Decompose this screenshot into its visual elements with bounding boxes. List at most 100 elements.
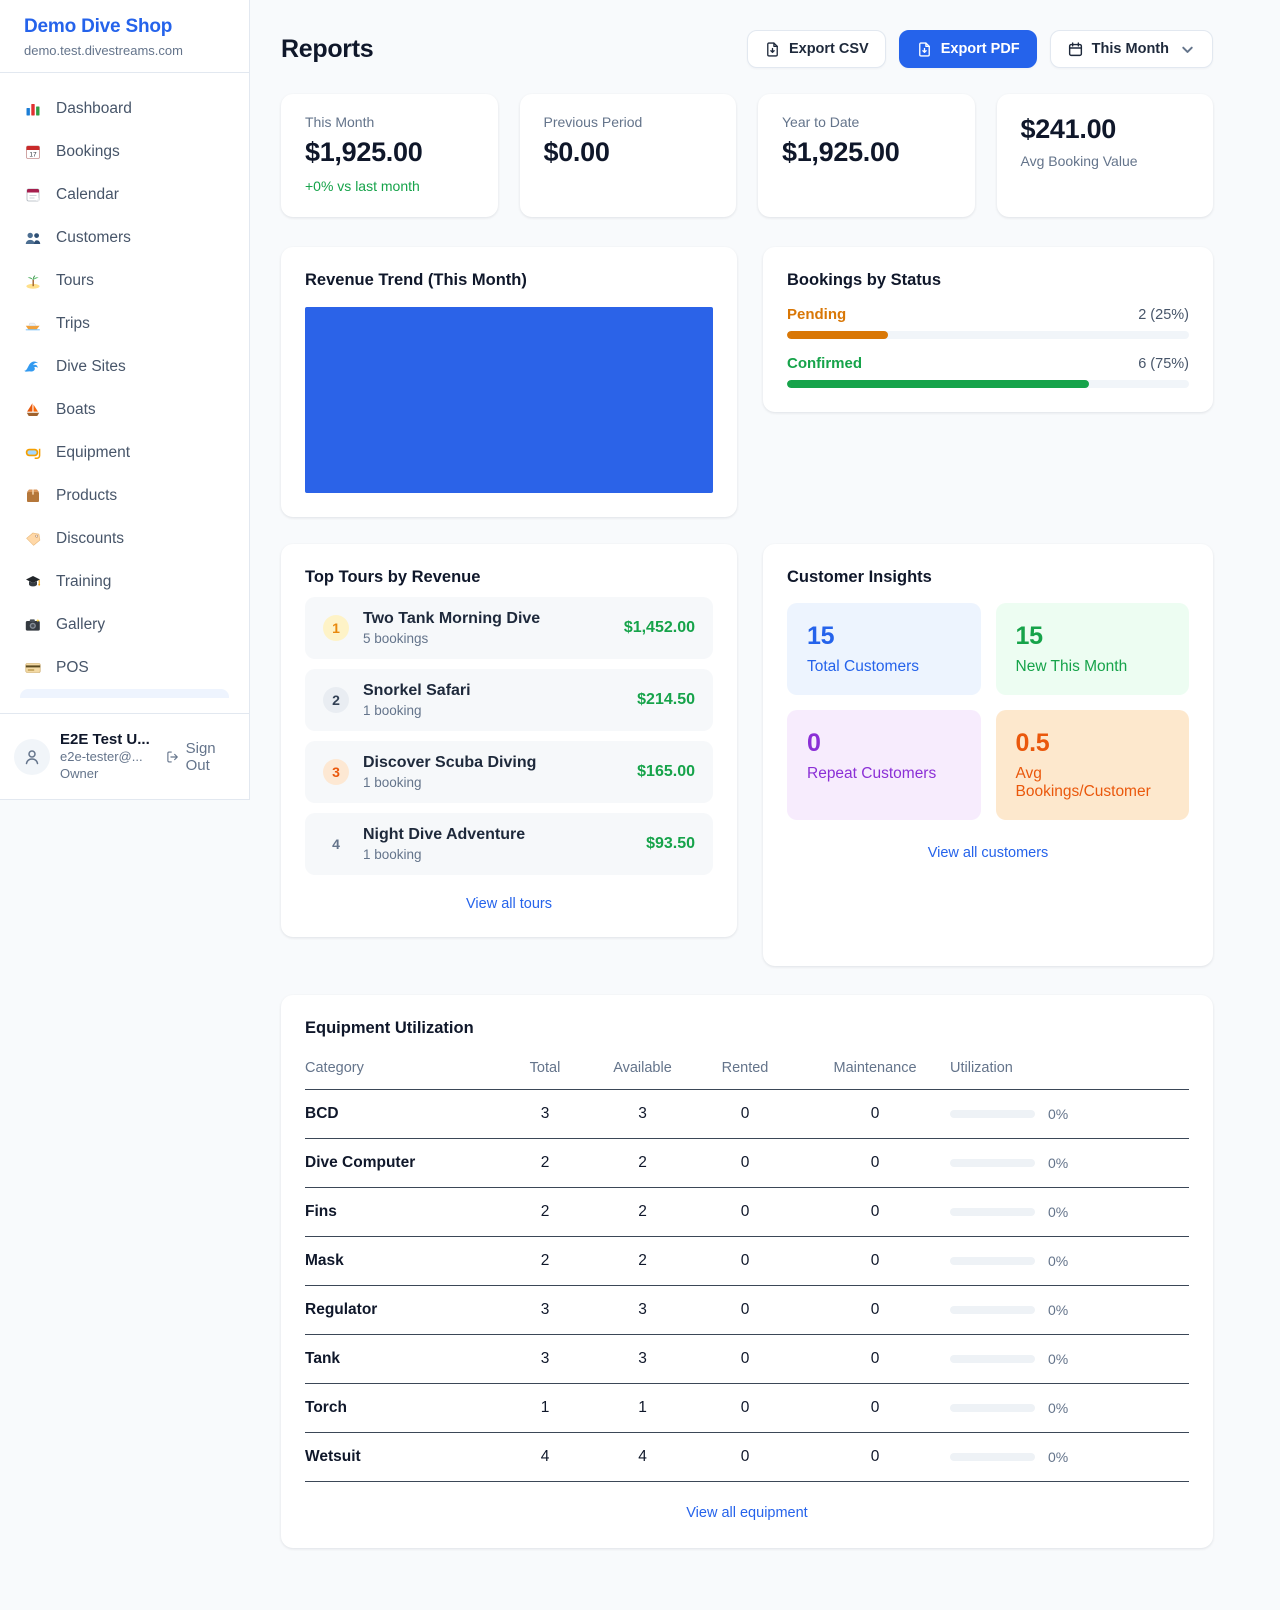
status-bar-track [787,380,1189,388]
sidebar-nav-item[interactable]: Products [12,474,237,517]
sidebar-nav-item[interactable]: Tours [12,259,237,302]
stat-value: $1,925.00 [305,137,423,167]
page-header: Reports Export CSV Export PDF This Month [281,30,1213,68]
view-all-equipment: View all equipment [305,1504,1189,1522]
tour-row[interactable]: 3 Discover Scuba Diving 1 booking $165.0… [305,741,713,803]
equipment-maintenance: 0 [800,1285,950,1335]
equipment-rented: 0 [690,1285,800,1335]
tour-row[interactable]: 2 Snorkel Safari 1 booking $214.50 [305,669,713,731]
equipment-row: Wetsuit 4 4 0 0 0% [305,1432,1189,1482]
utilization-percent: 0% [1048,1449,1069,1465]
equipment-table-header: Category Total Available Rented Maintena… [305,1052,1189,1090]
sidebar-nav: Dashboard 17 Bookings Calendar Customers… [0,73,249,713]
insight-label: Repeat Customers [807,765,937,782]
sidebar-nav-item[interactable]: Boats [12,388,237,431]
export-csv-label: Export CSV [788,41,869,57]
period-label: This Month [1091,41,1169,57]
page-title: Reports [281,34,374,63]
insight-label: Avg Bookings/Customer [1015,765,1151,800]
tour-row[interactable]: 1 Two Tank Morning Dive 5 bookings $1,45… [305,597,713,659]
sidebar: Demo Dive Shop demo.test.divestreams.com… [0,0,250,800]
sidebar-nav-item[interactable]: Gallery [12,603,237,646]
avatar [14,738,50,775]
equipment-total: 4 [495,1432,595,1482]
sidebar-nav-item[interactable]: Trips [12,302,237,345]
sidebar-nav-item[interactable]: 17 Bookings [12,130,237,173]
equipment-rented: 0 [690,1236,800,1286]
sign-out-button[interactable]: Sign Out [166,740,235,774]
sidebar-nav-item[interactable]: Training [12,560,237,603]
export-pdf-button[interactable]: Export PDF [898,30,1037,68]
period-select[interactable]: This Month [1049,30,1213,68]
revenue-trend-chart [305,307,713,493]
insight-tiles: 15 Total Customers 15 New This Month 0 R… [787,603,1189,820]
view-all-tours-link[interactable]: View all tours [466,896,552,912]
insight-label: New This Month [1015,658,1128,675]
equipment-row: Dive Computer 2 2 0 0 0% [305,1138,1189,1188]
equipment-row: Tank 3 3 0 0 0% [305,1334,1189,1384]
equipment-total: 3 [495,1334,595,1384]
tour-name: Two Tank Morning Dive [363,610,541,627]
users-icon [24,229,42,247]
view-all-tours: View all tours [305,895,713,913]
stat-card-this-month: This Month $1,925.00 +0% vs last month [281,94,498,217]
equipment-total: 3 [495,1285,595,1335]
logout-icon [167,751,178,762]
sidebar-nav-item[interactable]: POS [12,646,237,689]
equipment-category: Dive Computer [305,1138,495,1188]
wave-icon [24,358,42,376]
sign-out-label: Sign Out [185,739,216,774]
sidebar-nav-label: Trips [56,314,90,332]
status-label: Pending [787,306,847,323]
equipment-utilization-title: Equipment Utilization [305,1019,474,1037]
sidebar-nav-item[interactable]: Equipment [12,431,237,474]
view-all-equipment-link[interactable]: View all equipment [686,1505,808,1521]
calendar-icon [24,186,42,204]
customer-insights-card: Customer Insights 15 Total Customers 15 … [763,544,1213,966]
equipment-row: BCD 3 3 0 0 0% [305,1089,1189,1139]
utilization-bar-track [950,1110,1035,1118]
equipment-row: Regulator 3 3 0 0 0% [305,1285,1189,1335]
sidebar-nav-item[interactable]: Dashboard [12,87,237,130]
export-csv-button[interactable]: Export CSV [746,30,886,68]
chevron-down-icon [1182,46,1193,53]
equipment-available: 3 [595,1285,690,1335]
user-info: E2E Test U... e2e-tester@... Owner [60,730,156,782]
status-count: 2 (25%) [1138,307,1189,323]
sidebar-nav-item[interactable]: Customers [12,216,237,259]
tour-row[interactable]: 4 Night Dive Adventure 1 booking $93.50 [305,813,713,875]
col-utilization: Utilization [950,1052,1189,1090]
status-row: Confirmed 6 (75%) [787,355,1189,388]
dive-mask-icon [24,444,42,462]
export-pdf-label: Export PDF [940,41,1020,57]
stats-row: This Month $1,925.00 +0% vs last month P… [281,94,1213,217]
rank-badge: 4 [332,836,340,852]
person-icon [25,749,39,764]
sidebar-nav-item[interactable]: Dive Sites [12,345,237,388]
insight-value: 0 [807,729,821,757]
grad-cap-icon [24,573,42,591]
rank-badge: 2 [323,687,349,713]
bottom-row: Top Tours by Revenue 1 Two Tank Morning … [281,544,1213,966]
file-download-icon [918,41,930,57]
utilization-bar-track [950,1257,1035,1265]
sidebar-nav-item[interactable]: Calendar [12,173,237,216]
shop-name: Demo Dive Shop [24,16,173,37]
insight-value: 15 [1015,622,1044,650]
equipment-maintenance: 0 [800,1187,950,1237]
utilization-bar-track [950,1453,1035,1461]
equipment-category: BCD [305,1089,495,1139]
stat-value: $0.00 [543,137,610,167]
sidebar-item-reports-active-partial[interactable] [20,689,229,698]
stat-value: $1,925.00 [782,137,900,167]
view-all-customers-link[interactable]: View all customers [927,845,1049,861]
equipment-available: 4 [595,1432,690,1482]
sidebar-nav-item[interactable]: Discounts [12,517,237,560]
insight-tile: 15 New This Month [995,603,1189,695]
status-row: Pending 2 (25%) [787,306,1189,339]
utilization-bar-track [950,1404,1035,1412]
camera-icon [24,616,42,634]
equipment-available: 2 [595,1138,690,1188]
bar-chart-icon [24,100,42,118]
